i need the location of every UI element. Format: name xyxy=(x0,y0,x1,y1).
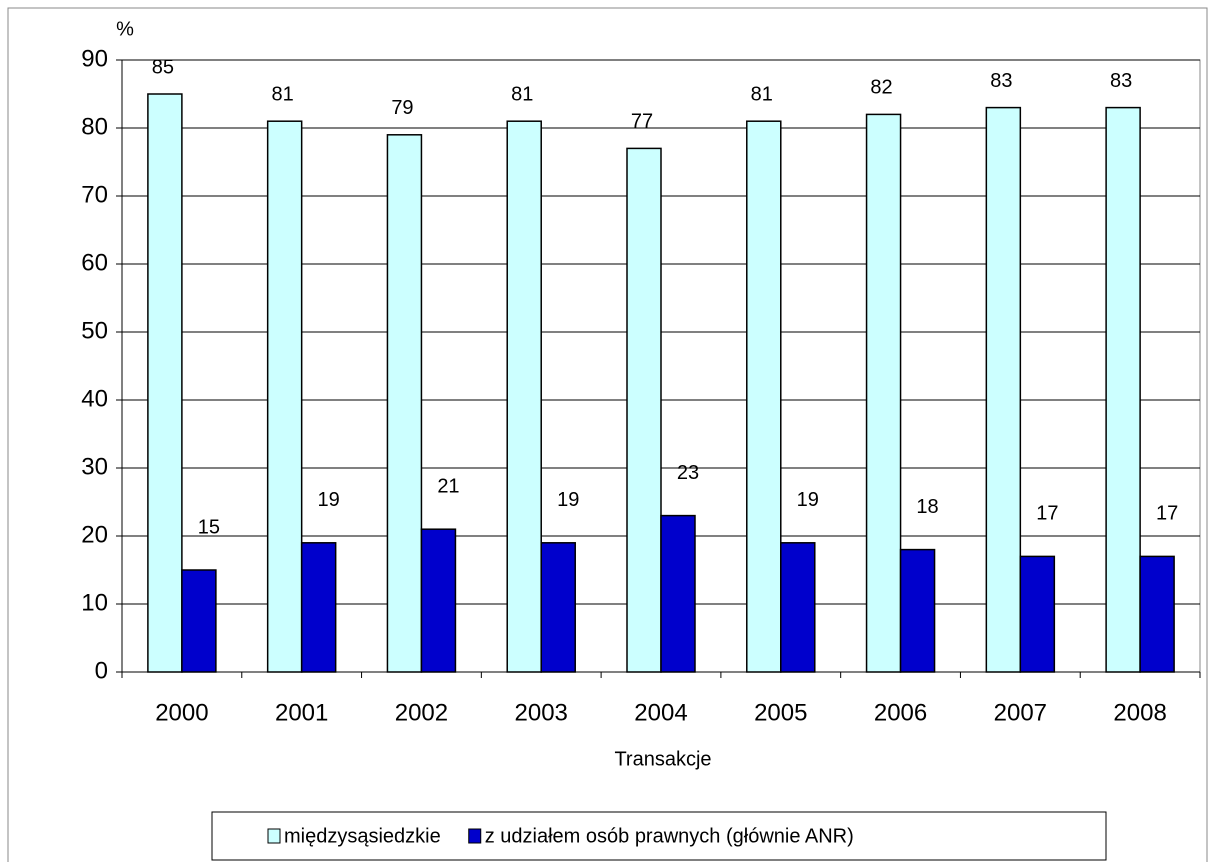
data-label: 82 xyxy=(870,77,892,99)
x-axis-label: Transakcje xyxy=(614,748,711,770)
y-tick-label: 90 xyxy=(81,45,108,72)
legend-marker xyxy=(267,828,281,844)
y-tick-label: 20 xyxy=(81,521,108,548)
x-tick-label: 2003 xyxy=(515,699,568,726)
data-label: 83 xyxy=(1110,70,1132,92)
bar xyxy=(300,542,337,673)
data-label: 21 xyxy=(437,475,459,497)
y-axis-label: % xyxy=(116,18,134,40)
x-tick-label: 2008 xyxy=(1113,699,1166,726)
y-tick-label: 0 xyxy=(95,657,108,684)
x-tick-label: 2005 xyxy=(754,699,807,726)
data-label: 85 xyxy=(152,56,174,78)
x-tick-label: 2002 xyxy=(395,699,448,726)
y-tick-label: 60 xyxy=(81,249,108,276)
bar xyxy=(540,542,576,673)
y-tick-label: 40 xyxy=(81,385,108,412)
data-label: 83 xyxy=(990,70,1012,92)
data-label: 79 xyxy=(391,97,413,119)
data-label: 77 xyxy=(631,111,653,133)
legend-label: z udziałem osób prawnych (głównie ANR) xyxy=(485,825,854,847)
x-tick-label: 2001 xyxy=(275,699,328,726)
data-label: 81 xyxy=(511,83,533,105)
x-tick-label: 2007 xyxy=(994,699,1047,726)
bar xyxy=(865,113,902,673)
legend-label: międzysąsiedzkie xyxy=(284,825,441,847)
bar xyxy=(266,120,303,673)
bar xyxy=(899,548,936,673)
legend-marker xyxy=(468,828,482,844)
bar xyxy=(1105,106,1141,673)
bar xyxy=(386,134,423,673)
y-tick-label: 10 xyxy=(81,589,108,616)
data-label: 19 xyxy=(797,489,819,511)
bar xyxy=(626,147,662,673)
bar xyxy=(420,528,457,673)
bar xyxy=(147,93,183,673)
bar xyxy=(985,106,1022,673)
data-label: 18 xyxy=(916,496,938,518)
bar xyxy=(780,542,816,673)
data-label: 81 xyxy=(272,83,294,105)
data-label: 19 xyxy=(318,489,340,511)
x-tick-label: 2004 xyxy=(634,699,687,726)
y-tick-label: 80 xyxy=(81,113,108,140)
legend xyxy=(211,811,1107,861)
data-label: 15 xyxy=(198,516,220,538)
chart-border xyxy=(7,7,1208,862)
data-label: 23 xyxy=(677,462,699,484)
bar xyxy=(746,120,782,673)
x-tick-label: 2000 xyxy=(155,699,208,726)
data-label: 81 xyxy=(751,83,773,105)
bar xyxy=(660,514,696,673)
y-tick-label: 70 xyxy=(81,181,108,208)
y-tick-label: 50 xyxy=(81,317,108,344)
bar xyxy=(1019,555,1056,673)
data-label: 19 xyxy=(557,489,579,511)
x-tick-label: 2006 xyxy=(874,699,927,726)
bar xyxy=(1139,555,1175,673)
bar xyxy=(506,120,542,673)
y-tick-label: 30 xyxy=(81,453,108,480)
bar xyxy=(181,569,217,673)
data-label: 17 xyxy=(1156,503,1178,525)
data-label: 17 xyxy=(1036,503,1058,525)
